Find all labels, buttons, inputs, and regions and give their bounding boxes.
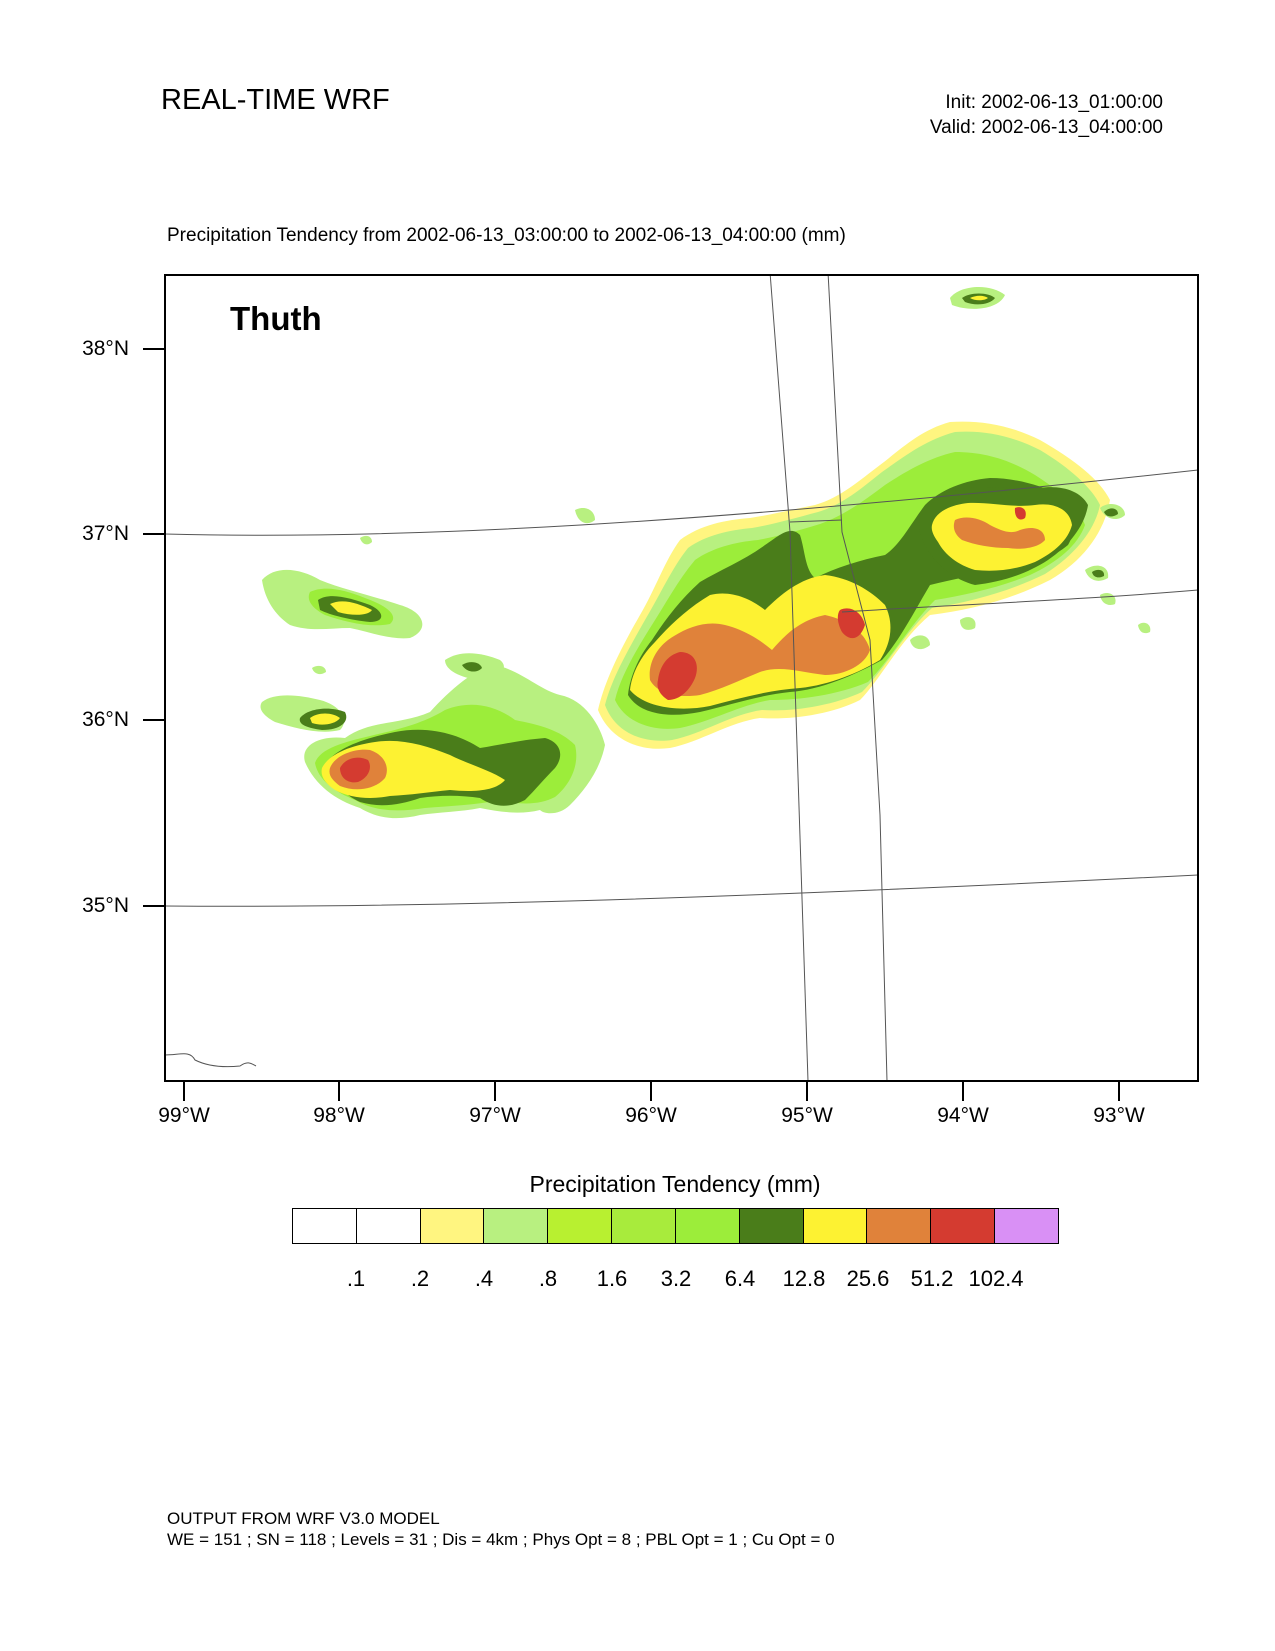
lon-label-99: 99°W <box>158 1104 210 1127</box>
legend-box <box>739 1209 804 1243</box>
legend-label: 3.2 <box>660 1266 692 1291</box>
legend-label: .1 <box>346 1266 366 1291</box>
lon-label-96: 96°W <box>625 1104 677 1127</box>
footer: OUTPUT FROM WRF V3.0 MODEL WE = 151 ; SN… <box>167 1508 835 1550</box>
init-time: Init: 2002-06-13_01:00:00 <box>945 92 1163 113</box>
precip-cell-northwest <box>260 508 595 732</box>
legend-title: Precipitation Tendency (mm) <box>529 1171 821 1197</box>
valid-time: Valid: 2002-06-13_04:00:00 <box>929 117 1163 138</box>
lon-label-93: 93°W <box>1093 1104 1145 1127</box>
lon-label-98: 98°W <box>313 1104 365 1127</box>
map-title: Precipitation Tendency from 2002-06-13_0… <box>167 225 846 246</box>
legend-box <box>995 1209 1058 1243</box>
legend-box <box>612 1209 676 1243</box>
lat-label-37: 37°N <box>82 522 129 545</box>
legend-box <box>931 1209 996 1243</box>
legend-box <box>356 1209 421 1243</box>
lon-label-97: 97°W <box>469 1104 521 1127</box>
lon-label-94: 94°W <box>937 1104 989 1127</box>
legend-label: .8 <box>538 1266 558 1291</box>
legend-box <box>484 1209 549 1243</box>
main-title: REAL-TIME WRF <box>161 84 390 116</box>
precip-cell-northeast <box>910 287 1151 650</box>
legend-label: 25.6 <box>846 1266 890 1291</box>
footer-model-line: OUTPUT FROM WRF V3.0 MODEL <box>167 1509 440 1528</box>
panel-label: Thuth <box>230 300 322 337</box>
lat-label-35: 35°N <box>82 894 129 917</box>
legend-box <box>675 1209 740 1243</box>
init-valid-times: Init: 2002-06-13_01:00:00 Valid: 2002-06… <box>930 90 1163 140</box>
precip-cell-central <box>598 421 1110 749</box>
lat-label-36: 36°N <box>82 708 129 731</box>
legend-label: 102.4 <box>968 1266 1024 1291</box>
legend-label: .2 <box>410 1266 430 1291</box>
legend-label: 12.8 <box>782 1266 826 1291</box>
lon-label-95: 95°W <box>781 1104 833 1127</box>
footer-config-line: WE = 151 ; SN = 118 ; Levels = 31 ; Dis … <box>167 1530 835 1549</box>
legend-label: .4 <box>474 1266 494 1291</box>
legend-box <box>867 1209 932 1243</box>
legend-label: 6.4 <box>724 1266 756 1291</box>
legend-box <box>420 1209 485 1243</box>
legend-box <box>548 1209 613 1243</box>
legend-box <box>293 1209 357 1243</box>
legend-box <box>803 1209 868 1243</box>
lon-ticks <box>183 1081 1120 1101</box>
precip-cell-west <box>304 665 605 819</box>
map-frame <box>164 274 1199 1082</box>
state-boundaries <box>165 275 1198 1081</box>
legend-colorbar <box>292 1208 1059 1244</box>
legend-label: 51.2 <box>910 1266 954 1291</box>
lat-ticks <box>143 348 165 907</box>
map-contents <box>165 275 1198 1081</box>
legend-label: 1.6 <box>596 1266 628 1291</box>
lat-label-38: 38°N <box>82 337 129 360</box>
